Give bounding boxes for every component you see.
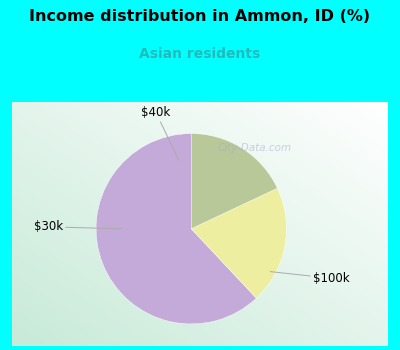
Text: Income distribution in Ammon, ID (%): Income distribution in Ammon, ID (%) [30, 9, 370, 24]
Text: $40k: $40k [141, 106, 179, 160]
Text: $30k: $30k [34, 220, 122, 233]
Text: $100k: $100k [270, 272, 350, 285]
Wedge shape [191, 134, 277, 229]
Text: Asian residents: Asian residents [139, 47, 261, 61]
Wedge shape [191, 188, 286, 298]
Wedge shape [96, 134, 256, 324]
Text: City-Data.com: City-Data.com [217, 143, 291, 153]
